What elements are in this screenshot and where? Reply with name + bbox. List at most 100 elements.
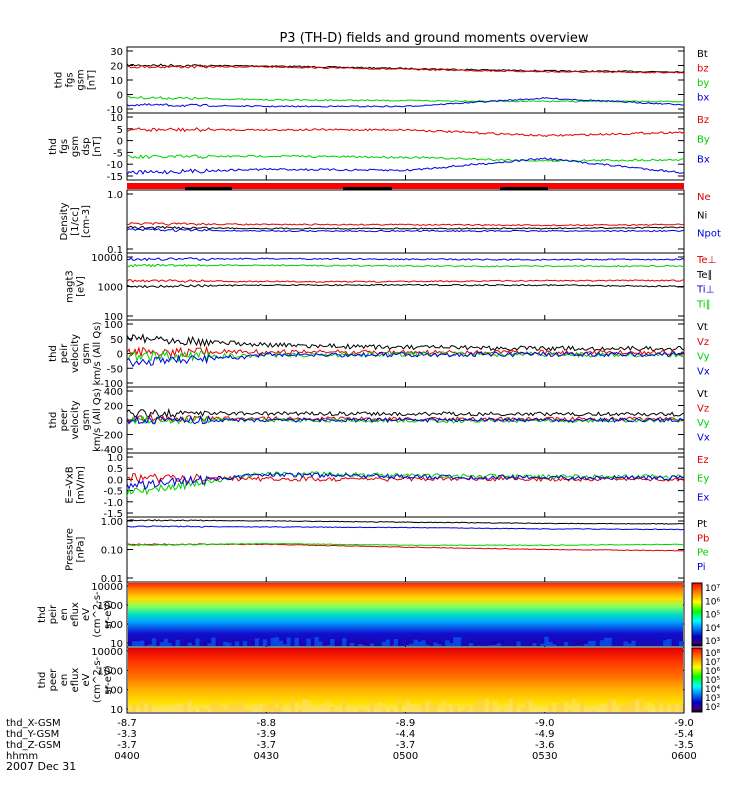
panel-ylabel: thd fgs gsm dsp [nT] bbox=[48, 136, 103, 157]
spectrogram-noise bbox=[191, 710, 196, 712]
legend-label: Ex bbox=[697, 492, 709, 503]
spectrogram-noise bbox=[270, 637, 276, 646]
ytick-label: -0.5 bbox=[103, 487, 123, 498]
spectrogram-noise bbox=[342, 701, 347, 712]
spectrogram-noise bbox=[528, 700, 533, 712]
series-line-2 bbox=[126, 157, 685, 175]
spectrogram-noise bbox=[579, 702, 585, 712]
panel-frame bbox=[126, 46, 685, 114]
spectrogram-noise bbox=[397, 699, 403, 712]
xaxis-value: -9.0 bbox=[674, 718, 694, 729]
series-line-1 bbox=[126, 345, 685, 358]
legend-label: Pb bbox=[697, 533, 709, 544]
series-line-2 bbox=[126, 350, 685, 363]
spectrogram-noise bbox=[595, 637, 601, 646]
spectrogram-noise bbox=[615, 637, 621, 646]
spectrogram-noise bbox=[139, 640, 145, 646]
ylabel-line: [mV/m] bbox=[76, 466, 87, 504]
spectrogram-noise bbox=[342, 638, 347, 646]
spectrogram-noise bbox=[417, 641, 422, 646]
ylabel-line: peer bbox=[59, 408, 70, 432]
colorbar bbox=[691, 582, 703, 647]
spectrogram-noise bbox=[128, 643, 133, 646]
spectrogram-noise bbox=[540, 643, 545, 646]
ytick-label: 0.10 bbox=[101, 546, 123, 557]
legend-label: bx bbox=[697, 93, 709, 104]
spectrogram-noise bbox=[583, 708, 589, 712]
spectrogram-noise bbox=[159, 708, 165, 712]
panel-ylabel: thd fgs gsm [nT] bbox=[54, 69, 98, 90]
spectrogram-noise bbox=[246, 709, 252, 712]
spectrogram-noise bbox=[334, 711, 339, 712]
ylabel-line: (cm^2-s- bbox=[92, 591, 103, 638]
spectrogram-noise bbox=[227, 704, 232, 712]
spectrogram-noise bbox=[520, 707, 525, 712]
legend-label: Vt bbox=[697, 389, 708, 400]
spectrogram-noise bbox=[147, 644, 153, 646]
spectrogram-noise bbox=[183, 644, 188, 646]
ytick-label: 10 bbox=[110, 76, 123, 87]
spectrogram-noise bbox=[623, 705, 628, 712]
spectrogram-noise bbox=[544, 707, 549, 712]
spectrogram-noise bbox=[389, 709, 395, 712]
spectrogram-noise bbox=[472, 640, 478, 646]
spectrogram-noise bbox=[207, 706, 212, 712]
spectrogram-noise bbox=[219, 706, 224, 712]
spectrogram-noise bbox=[385, 711, 391, 712]
spectrogram-noise bbox=[409, 643, 414, 646]
spectrogram-noise bbox=[346, 643, 351, 646]
ytick-label: 100 bbox=[104, 320, 123, 331]
spectrogram-noise bbox=[461, 639, 466, 646]
spectrogram-noise bbox=[508, 699, 514, 712]
ytick-label: -10 bbox=[107, 105, 123, 116]
spectrogram-noise bbox=[199, 707, 204, 712]
spectrogram-noise bbox=[647, 642, 652, 646]
xaxis-value: -8.7 bbox=[117, 718, 137, 729]
spectrogram-noise bbox=[579, 643, 585, 646]
spectrogram-noise bbox=[314, 710, 319, 712]
spectrogram-noise bbox=[524, 699, 529, 712]
ytick-label: 0.1 bbox=[107, 245, 123, 256]
spectrogram-noise bbox=[500, 644, 506, 646]
spectrogram-noise bbox=[290, 699, 295, 712]
ytick-label: -1.5 bbox=[103, 509, 123, 520]
spectrogram-noise bbox=[516, 641, 521, 646]
spectrogram-noise bbox=[520, 640, 525, 646]
legend-label: Vx bbox=[697, 366, 710, 377]
panel-ylabel: magt3 [eV] bbox=[65, 270, 87, 303]
spectrogram-noise bbox=[639, 641, 644, 646]
ytick-label: 10 bbox=[110, 113, 123, 124]
spectrogram-noise bbox=[357, 643, 363, 646]
spectrogram-noise bbox=[607, 637, 613, 646]
colorbar-tick-label: 10² bbox=[705, 703, 720, 713]
ylabel-line: [1/cc] bbox=[70, 207, 81, 236]
spectrogram-noise bbox=[401, 640, 406, 646]
ytick-label: 10000 bbox=[91, 647, 123, 658]
spectrogram-noise bbox=[266, 704, 272, 712]
spectrogram-noise bbox=[139, 699, 145, 712]
spectrogram-noise bbox=[159, 642, 165, 646]
ylabel-line: thd bbox=[54, 72, 65, 89]
ylabel-line: thd bbox=[48, 345, 59, 362]
spectrogram-noise bbox=[131, 641, 137, 646]
figure-title: P3 (TH-D) fields and ground moments over… bbox=[279, 31, 588, 46]
ylabel-line: gsm bbox=[81, 343, 92, 364]
spectrogram-noise bbox=[274, 637, 280, 646]
legend-label: Ti∥ bbox=[696, 299, 711, 310]
ytick-label: 10 bbox=[110, 639, 123, 650]
ylabel-line: magt3 bbox=[65, 270, 76, 303]
colorbar-tick-label: 10⁵ bbox=[705, 676, 720, 686]
ytick-label: 1000 bbox=[98, 666, 123, 677]
ylabel-line: fgs bbox=[65, 72, 76, 87]
spectrogram-noise bbox=[195, 638, 200, 646]
panel-ylabel: thd peir en eflux eV (cm^2-s-sr-eV) bbox=[37, 591, 114, 638]
ytick-label: 1.0 bbox=[107, 190, 123, 201]
spectrogram-noise bbox=[286, 637, 292, 646]
spectrogram-noise bbox=[302, 698, 307, 712]
panel-ylabel: Pressure [nPa] bbox=[65, 528, 87, 571]
ytick-label: 100 bbox=[104, 686, 123, 697]
spectrogram-noise bbox=[326, 645, 331, 646]
panel-ylabel: thd peer en eflux eV (cm^2-s-sr-eV) bbox=[37, 656, 114, 703]
ytick-label: -15 bbox=[107, 172, 123, 183]
spectrogram-noise bbox=[441, 638, 446, 646]
